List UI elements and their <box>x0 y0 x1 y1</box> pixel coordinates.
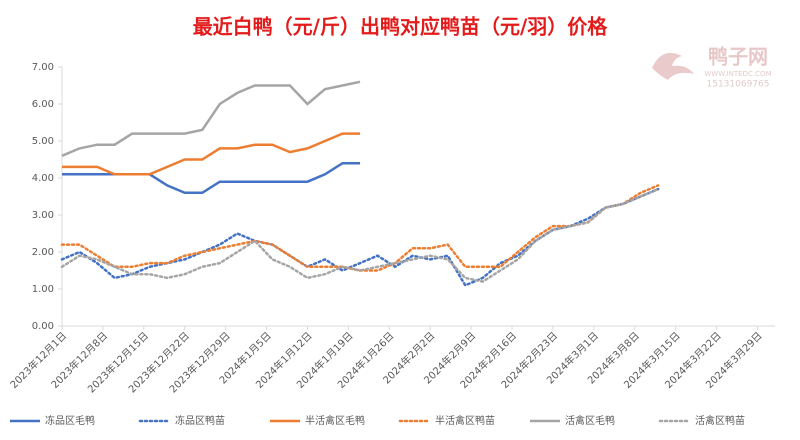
y-tick-label: 3.00 <box>32 210 54 221</box>
dotted-line <box>60 187 660 283</box>
line <box>61 80 361 157</box>
y-tick-label: 5.00 <box>32 136 54 147</box>
chart-title: 最近白鸭（元/斤）出鸭对应鸭苗（元/羽）价格 <box>193 15 609 39</box>
legend-label: 活禽区毛鸭 <box>565 414 615 427</box>
watermark-phone: 15131069765 <box>707 80 770 90</box>
line <box>62 132 361 176</box>
line <box>62 161 361 195</box>
y-tick-label: 0.00 <box>32 321 54 332</box>
y-tick-label: 2.00 <box>32 247 54 258</box>
y-tick-label: 1.00 <box>32 284 54 295</box>
watermark-site: WWW.INTEDC.COM <box>704 70 771 78</box>
legend-label: 活禽区鸭苗 <box>695 414 745 427</box>
y-tick-label: 6.00 <box>32 99 54 110</box>
legend-label: 半活禽区毛鸭 <box>305 414 365 427</box>
y-tick-label: 7.00 <box>32 62 54 73</box>
legend-label: 半活禽区鸭苗 <box>435 414 495 427</box>
legend-label: 冻品区毛鸭 <box>45 414 95 427</box>
watermark: 鸭子网 WWW.INTEDC.COM 15131069765 <box>652 45 772 90</box>
watermark-logo <box>652 52 694 80</box>
watermark-brand: 鸭子网 <box>708 45 768 69</box>
dotted-line <box>60 184 660 272</box>
legend-label: 冻品区鸭苗 <box>175 414 225 427</box>
y-tick-label: 4.00 <box>32 173 54 184</box>
